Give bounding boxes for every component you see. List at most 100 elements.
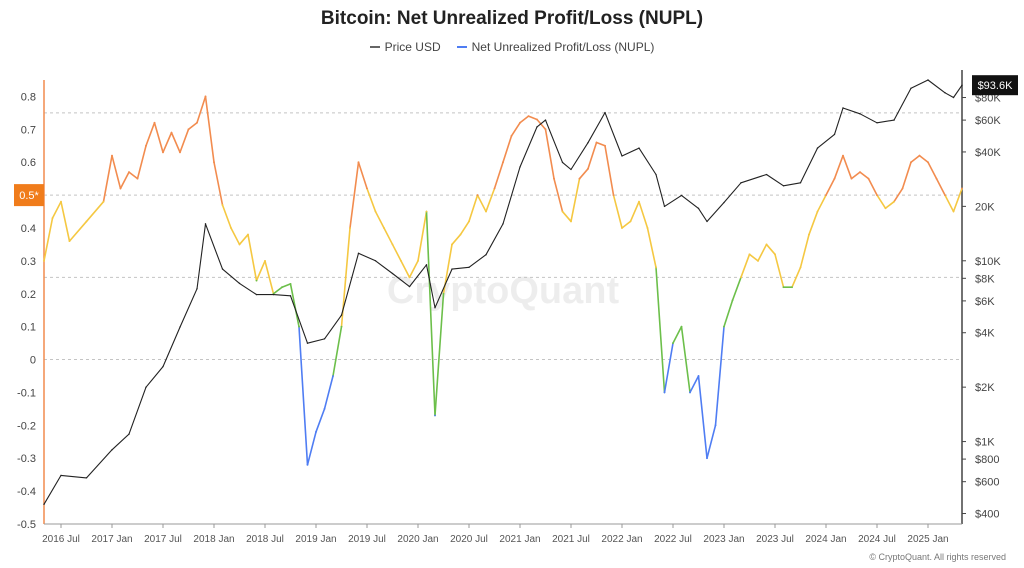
y-right-tick-label: $600 <box>975 477 999 489</box>
price-point <box>544 119 547 121</box>
nupl-point <box>663 391 666 394</box>
price-point <box>60 474 62 477</box>
price-point <box>162 365 164 368</box>
price-point <box>799 182 802 184</box>
nupl-point <box>901 187 904 190</box>
nupl-point <box>884 207 887 210</box>
price-point <box>782 185 785 187</box>
nupl-point <box>357 161 360 164</box>
legend-item-nupl[interactable]: Net Unrealized Profit/Loss (NUPL) <box>456 40 654 54</box>
nupl-segment <box>655 266 666 394</box>
nupl-point <box>128 171 130 173</box>
nupl-segment <box>60 200 71 242</box>
nupl-point <box>867 177 870 180</box>
nupl-point <box>680 325 683 328</box>
price-point <box>723 201 725 204</box>
y-right-tick-label: 20K <box>975 201 995 213</box>
y-right-tick-label: $80K <box>975 93 1001 105</box>
price-point <box>587 141 589 144</box>
nupl-segment <box>570 177 581 223</box>
nupl-segment <box>43 217 54 262</box>
nupl-point <box>757 259 759 262</box>
nupl-segment <box>332 325 343 377</box>
price-line <box>43 79 963 505</box>
nupl-point <box>774 253 776 256</box>
nupl-point <box>60 200 62 203</box>
nupl-segment <box>553 177 564 213</box>
nupl-segment <box>357 161 368 190</box>
nupl-segment <box>935 177 946 196</box>
nupl-point <box>349 227 351 229</box>
x-tick-label: 2017 Jul <box>144 534 182 545</box>
nupl-point <box>536 118 538 121</box>
nupl-point <box>434 414 436 417</box>
nupl-point <box>332 375 334 377</box>
price-point <box>638 147 640 149</box>
nupl-point <box>816 210 819 213</box>
price-point <box>468 266 470 269</box>
price-point <box>485 254 487 256</box>
nupl-segment <box>944 194 955 213</box>
nupl-segment <box>816 194 827 213</box>
x-tick-label: 2018 Jan <box>193 534 234 545</box>
nupl-point <box>247 233 249 236</box>
nupl-segment <box>587 141 598 170</box>
y-left-tick-label: 0.2 <box>21 289 36 301</box>
nupl-segment <box>706 424 717 460</box>
nupl-point <box>952 210 955 213</box>
nupl-point <box>306 463 309 466</box>
nupl-point <box>264 259 266 262</box>
nupl-point <box>323 407 326 410</box>
price-point <box>842 107 844 109</box>
nupl-segment <box>825 177 836 196</box>
nupl-segment <box>697 375 708 460</box>
y-right-tick-label: $8K <box>975 273 995 285</box>
y-left-tick-label: -0.1 <box>17 387 36 399</box>
nupl-segment <box>774 253 785 289</box>
price-point <box>179 326 181 328</box>
price-point <box>434 307 436 309</box>
price-point <box>221 268 224 270</box>
nupl-segment <box>884 200 895 210</box>
price-point <box>391 272 394 275</box>
nupl-point <box>442 292 445 295</box>
price-point <box>85 477 88 479</box>
price-point <box>374 260 377 262</box>
y-right-tick-label: $1K <box>975 437 995 449</box>
nupl-point <box>187 128 190 131</box>
nupl-point <box>782 286 785 289</box>
nupl-point <box>740 276 742 279</box>
price-point <box>204 223 207 225</box>
nupl-point <box>425 210 428 213</box>
nupl-point <box>519 121 521 124</box>
price-point <box>519 166 521 168</box>
price-point <box>536 126 538 128</box>
nupl-segment <box>221 204 232 229</box>
nupl-segment <box>578 168 589 180</box>
price-point <box>451 268 453 270</box>
nupl-segment <box>595 141 606 147</box>
legend-swatch-nupl <box>456 46 467 48</box>
x-tick-label: 2024 Jul <box>858 534 896 545</box>
price-point <box>655 173 657 176</box>
y-left-tick-label: -0.3 <box>17 453 36 465</box>
nupl-point <box>145 144 147 147</box>
nupl-segment <box>910 154 921 164</box>
nupl-segment <box>740 253 751 279</box>
y-right-tick-label: $4K <box>975 328 995 340</box>
nupl-point <box>315 431 317 433</box>
price-point <box>255 293 258 296</box>
nupl-point <box>553 177 555 180</box>
nupl-point <box>638 200 640 203</box>
nupl-segment <box>383 227 394 246</box>
legend-item-price[interactable]: Price USD <box>369 40 441 54</box>
nupl-point <box>799 266 802 269</box>
current-price-label: $93.6K <box>978 80 1014 92</box>
nupl-segment <box>527 115 538 121</box>
price-point <box>859 113 861 115</box>
nupl-segment <box>901 161 912 190</box>
nupl-segment <box>731 276 742 302</box>
price-point <box>111 449 113 451</box>
nupl-segment <box>663 342 674 394</box>
nupl-segment <box>612 194 623 229</box>
